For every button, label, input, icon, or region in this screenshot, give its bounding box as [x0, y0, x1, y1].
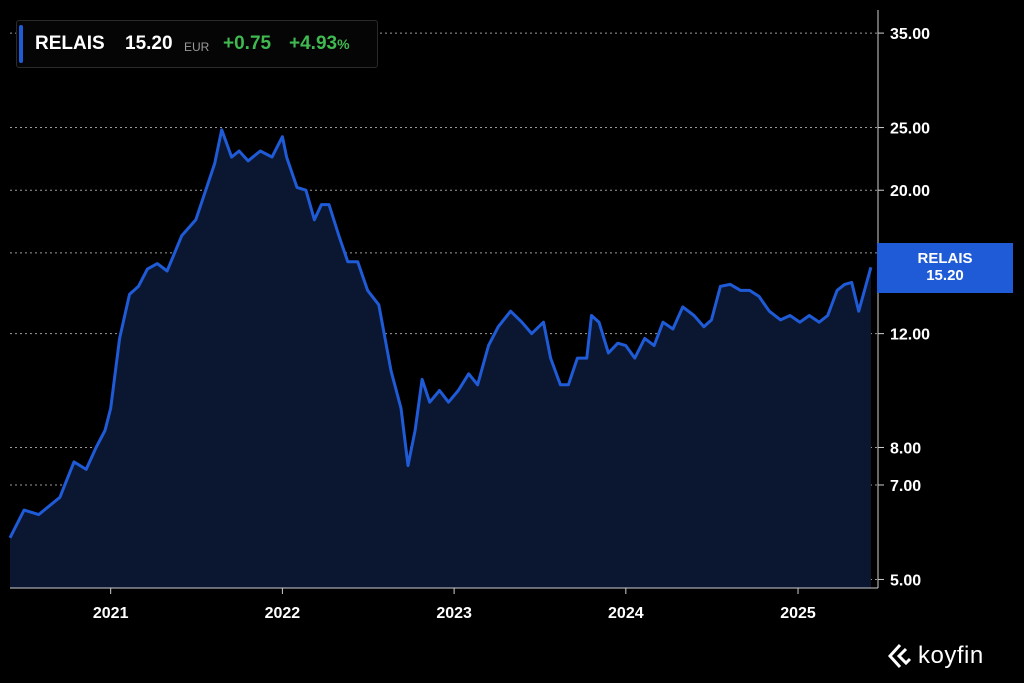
brand-name: koyfin: [918, 642, 984, 669]
x-tick-label: 2021: [93, 605, 129, 622]
y-tick-label: 12.00: [890, 327, 930, 344]
y-tick-label: 20.00: [890, 183, 930, 200]
x-axis: 2021 2022 2023 2024 2025: [93, 588, 816, 622]
last-price-label: RELAIS 15.20: [877, 243, 1013, 293]
x-tick-label: 2024: [608, 605, 644, 622]
price-line: [8, 128, 873, 539]
series-color-marker: [19, 25, 23, 63]
last-price-symbol: RELAIS: [917, 250, 973, 267]
koyfin-logo-icon: [888, 643, 912, 669]
y-tick-label: 25.00: [890, 121, 930, 138]
legend-box: RELAIS 15.20 EUR +0.75 +4.93%: [16, 20, 378, 68]
legend-change-pct: +4.93%: [289, 33, 350, 54]
y-tick-label: 35.00: [890, 26, 930, 43]
x-tick-label: 2022: [265, 605, 301, 622]
y-tick-label: 5.00: [890, 572, 921, 589]
legend-symbol: RELAIS: [35, 33, 105, 54]
y-tick-label: 7.00: [890, 478, 921, 495]
x-tick-label: 2023: [436, 605, 472, 622]
brand-logo: koyfin: [888, 641, 984, 671]
legend-currency: EUR: [184, 40, 210, 54]
legend-change: +0.75: [223, 33, 272, 54]
price-area: [10, 129, 871, 589]
x-tick-label: 2025: [780, 605, 816, 622]
y-tick-label: 8.00: [890, 440, 921, 457]
last-price-value: 15.20: [926, 267, 964, 284]
legend-price: 15.20: [125, 33, 173, 54]
